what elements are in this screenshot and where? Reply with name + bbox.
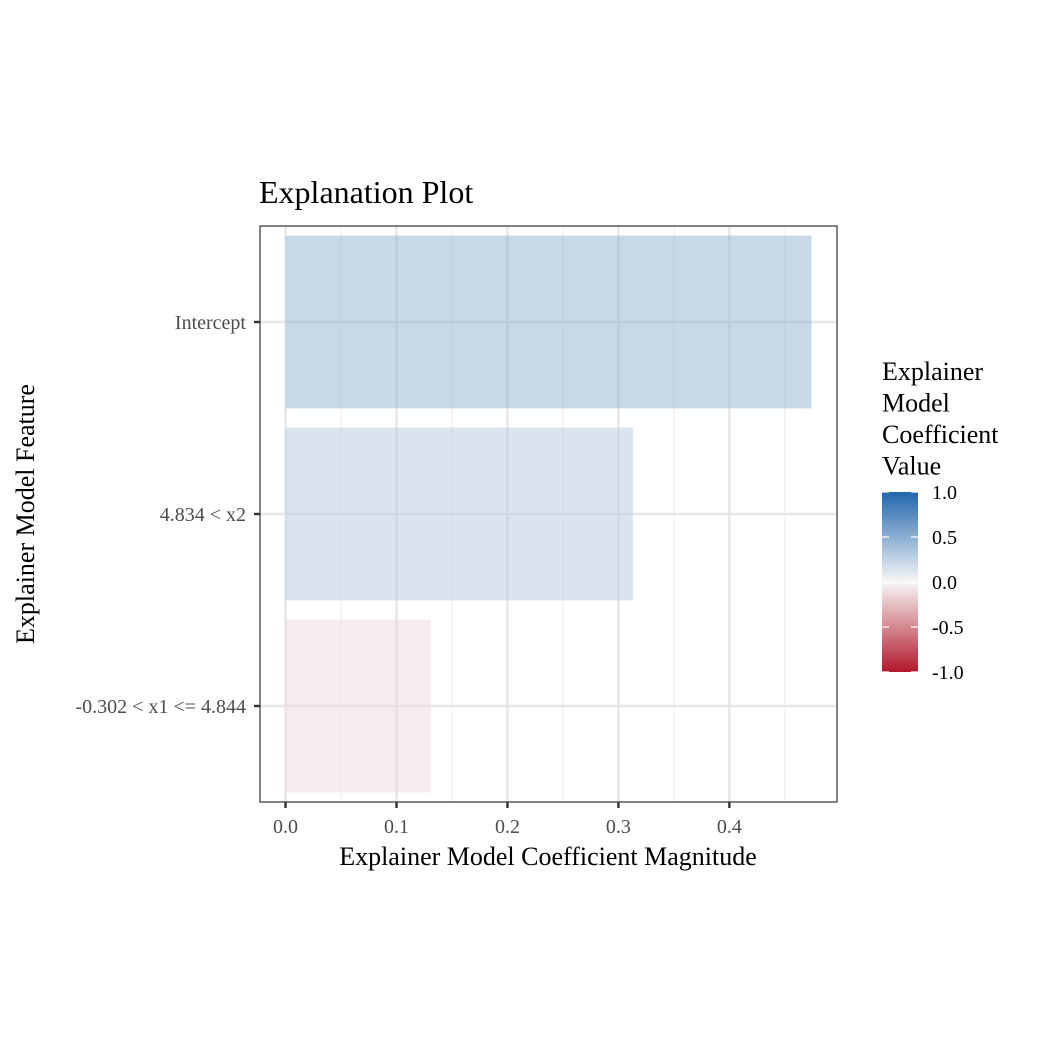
legend-title-line: Coefficient <box>882 420 999 449</box>
y-tick-label: Intercept <box>175 312 247 334</box>
legend-title: Explainer Model Coefficient Value <box>882 357 999 481</box>
bar <box>285 235 812 409</box>
bar <box>285 619 431 793</box>
plot-panel <box>259 225 838 803</box>
bar-series <box>285 235 812 793</box>
y-axis-title: Explainer Model Feature <box>11 384 40 644</box>
y-axis: Intercept 4.834 < x2 -0.302 < x1 <= 4.844 <box>76 312 260 718</box>
color-legend: Explainer Model Coefficient Value 1.0 0.5 0.0… <box>882 357 999 684</box>
y-tick-label: -0.302 < x1 <= 4.844 <box>76 696 247 718</box>
x-tick-label: 0.3 <box>606 816 631 838</box>
x-axis: 0.0 0.1 0.2 0.3 0.4 <box>273 802 742 838</box>
legend-title-line: Explainer <box>882 357 983 386</box>
bar <box>285 427 633 601</box>
legend-tick-label: 1.0 <box>932 482 957 504</box>
x-tick-label: 0.4 <box>717 816 742 838</box>
x-tick-label: 0.1 <box>384 816 409 838</box>
x-axis-title: Explainer Model Coefficient Magnitude <box>339 842 757 871</box>
x-tick-label: 0.0 <box>273 816 298 838</box>
legend-title-line: Value <box>882 452 941 481</box>
chart-title: Explanation Plot <box>259 174 473 210</box>
x-tick-label: 0.2 <box>495 816 520 838</box>
legend-tick-label: -0.5 <box>932 617 964 639</box>
legend-tick-label: -1.0 <box>932 662 964 684</box>
y-tick-label: 4.834 < x2 <box>160 504 246 526</box>
legend-tick-label: 0.5 <box>932 527 957 549</box>
legend-title-line: Model <box>882 389 950 418</box>
legend-tick-label: 0.0 <box>932 572 957 594</box>
legend-ticks: 1.0 0.5 0.0 -0.5 -1.0 <box>882 482 964 684</box>
